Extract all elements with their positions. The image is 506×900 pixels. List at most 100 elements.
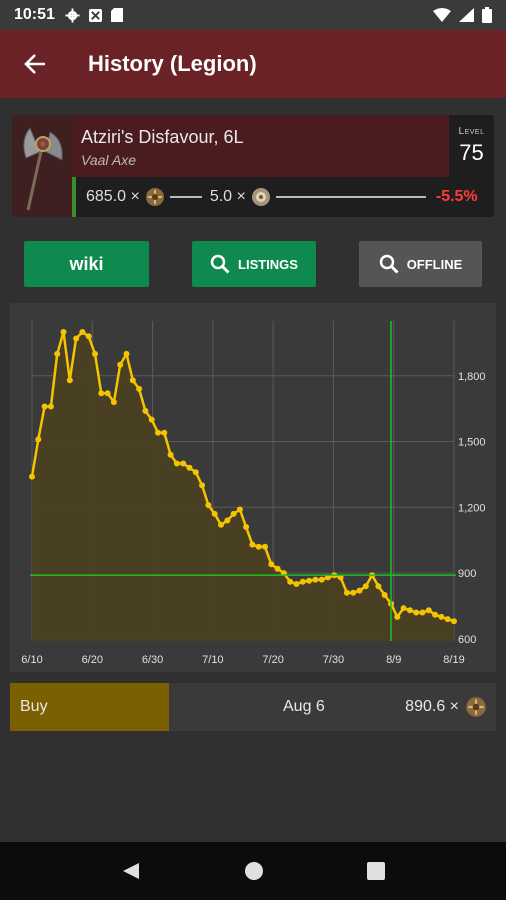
price-point <box>54 350 61 357</box>
price-point <box>419 609 426 616</box>
x-tick-label: 8/19 <box>443 654 464 666</box>
buy-indicator: Buy <box>10 683 169 731</box>
level-value: 75 <box>459 140 484 165</box>
price-point <box>192 469 199 476</box>
price-point <box>451 618 457 625</box>
price-point <box>92 350 98 357</box>
price-point <box>218 521 224 528</box>
level-label: Level <box>458 126 485 137</box>
price-divider <box>169 196 202 198</box>
search-icon <box>379 254 399 274</box>
listings-button[interactable]: LISTINGS <box>192 241 316 287</box>
chart-svg[interactable]: 600 900 1,200 1,500 1,800 6/10 6/20 6/30 7/10 7/2… <box>10 303 496 672</box>
price-point <box>337 574 344 581</box>
chaos-price: 685.0 × <box>86 188 140 205</box>
x-tick-label: 7/10 <box>202 654 223 666</box>
listings-label: LISTINGS <box>238 256 298 272</box>
price-point <box>123 350 130 357</box>
price-point <box>85 333 92 340</box>
back-arrow-icon <box>24 54 45 74</box>
price-point <box>425 607 432 614</box>
search-icon <box>210 254 230 274</box>
price-point <box>98 390 105 397</box>
nav-home-icon[interactable] <box>244 861 264 881</box>
sd-card-icon <box>110 8 123 22</box>
price-point <box>230 510 237 517</box>
y-tick-label: 1,200 <box>458 502 486 514</box>
price-point <box>205 502 212 509</box>
x-tick-label: 6/20 <box>82 654 103 666</box>
price-point <box>438 613 445 620</box>
price-history-chart[interactable]: 600 900 1,200 1,500 1,800 6/10 6/20 6/30 7/10 7/2… <box>10 303 496 672</box>
item-name: Atziri's Disfavour, 6L <box>81 127 244 147</box>
exalted-orb-icon <box>251 188 270 206</box>
chaos-orb-icon <box>466 697 486 717</box>
price-point <box>199 482 206 489</box>
status-bar: 10:51 <box>0 0 506 30</box>
price-point <box>381 592 388 598</box>
price-point <box>318 576 325 583</box>
price-point <box>350 589 357 596</box>
system-nav-bar <box>0 842 506 900</box>
selected-date: Aug 6 <box>283 698 325 715</box>
price-point <box>66 377 73 384</box>
item-base-type: Vaal Axe <box>81 152 136 168</box>
price-point <box>211 510 218 517</box>
price-point <box>249 541 256 548</box>
price-summary: 685.0 × 5.0 × -5.5% <box>72 177 494 217</box>
price-point <box>394 613 401 620</box>
price-point <box>255 543 262 550</box>
nav-recents-icon[interactable] <box>366 862 385 880</box>
price-point <box>375 583 382 590</box>
wiki-button[interactable]: wiki <box>24 241 149 287</box>
settings-gear-icon <box>65 7 80 23</box>
price-point <box>180 460 187 467</box>
x-tick-label: 8/9 <box>386 654 401 666</box>
price-point <box>444 616 451 623</box>
y-tick-label: 600 <box>458 634 476 646</box>
signal-icon <box>459 8 474 22</box>
price-point <box>299 578 306 585</box>
price-point <box>325 574 331 581</box>
notification-box-icon <box>88 8 102 22</box>
exalt-price: 5.0 × <box>209 188 246 205</box>
wifi-icon <box>433 8 451 22</box>
price-point <box>41 403 48 410</box>
price-point <box>274 565 281 572</box>
price-point <box>262 543 268 550</box>
offline-label: OFFLINE <box>406 256 463 272</box>
price-point <box>129 377 136 384</box>
price-point <box>224 517 231 524</box>
price-point <box>268 561 275 568</box>
nav-back-icon[interactable] <box>121 861 141 881</box>
x-tick-label: 7/20 <box>262 654 283 666</box>
x-tick-label: 6/10 <box>21 654 42 666</box>
price-point <box>362 583 369 590</box>
price-point <box>306 577 313 584</box>
selection-bar: Buy Aug 6 890.6 × <box>10 683 496 731</box>
status-time: 10:51 <box>14 6 55 23</box>
back-button[interactable] <box>0 30 70 98</box>
app-bar: History (Legion) <box>0 30 506 98</box>
change-divider <box>275 196 426 198</box>
wiki-label: wiki <box>69 253 104 274</box>
price-point <box>186 464 193 471</box>
price-point <box>161 429 168 436</box>
price-point <box>117 361 124 368</box>
price-point <box>356 587 363 594</box>
item-art <box>12 115 72 217</box>
x-tick-label: 6/30 <box>142 654 163 666</box>
price-point <box>155 429 161 436</box>
offline-button[interactable]: OFFLINE <box>359 241 482 287</box>
price-point <box>236 506 243 513</box>
price-point <box>148 416 155 423</box>
selected-price-group: 890.6 × <box>405 695 488 719</box>
price-point <box>400 605 407 612</box>
price-area <box>32 332 454 641</box>
price-point <box>79 329 86 335</box>
vaal-axe-icon <box>23 127 63 211</box>
item-card: Atziri's Disfavour, 6L Vaal Axe Level 75… <box>12 115 494 217</box>
y-tick-label: 1,800 <box>458 371 486 383</box>
price-point <box>287 578 294 585</box>
selected-price: 890.6 × <box>405 698 459 715</box>
